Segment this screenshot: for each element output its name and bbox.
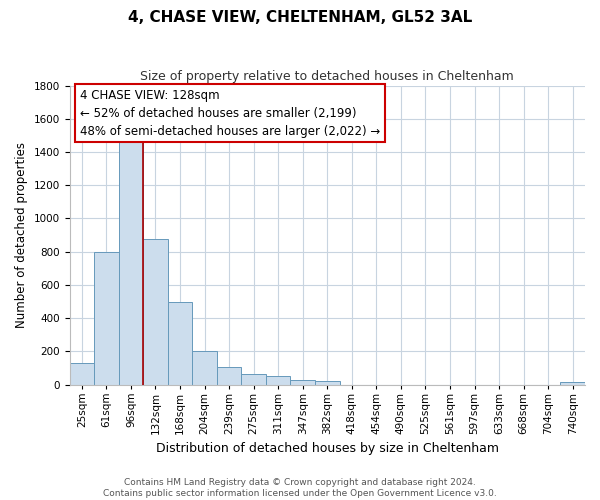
Bar xyxy=(290,380,315,384)
Bar xyxy=(241,374,266,384)
Text: 4 CHASE VIEW: 128sqm
← 52% of detached houses are smaller (2,199)
48% of semi-de: 4 CHASE VIEW: 128sqm ← 52% of detached h… xyxy=(80,88,380,138)
Bar xyxy=(560,382,585,384)
Bar xyxy=(192,350,217,384)
Bar xyxy=(143,239,168,384)
Title: Size of property relative to detached houses in Cheltenham: Size of property relative to detached ho… xyxy=(140,70,514,83)
Bar xyxy=(315,382,340,384)
Bar xyxy=(94,252,119,384)
Bar xyxy=(119,138,143,384)
Bar xyxy=(217,367,241,384)
Bar xyxy=(70,363,94,384)
Text: 4, CHASE VIEW, CHELTENHAM, GL52 3AL: 4, CHASE VIEW, CHELTENHAM, GL52 3AL xyxy=(128,10,472,25)
Y-axis label: Number of detached properties: Number of detached properties xyxy=(15,142,28,328)
Bar xyxy=(266,376,290,384)
Bar xyxy=(168,302,192,384)
X-axis label: Distribution of detached houses by size in Cheltenham: Distribution of detached houses by size … xyxy=(156,442,499,455)
Text: Contains HM Land Registry data © Crown copyright and database right 2024.
Contai: Contains HM Land Registry data © Crown c… xyxy=(103,478,497,498)
